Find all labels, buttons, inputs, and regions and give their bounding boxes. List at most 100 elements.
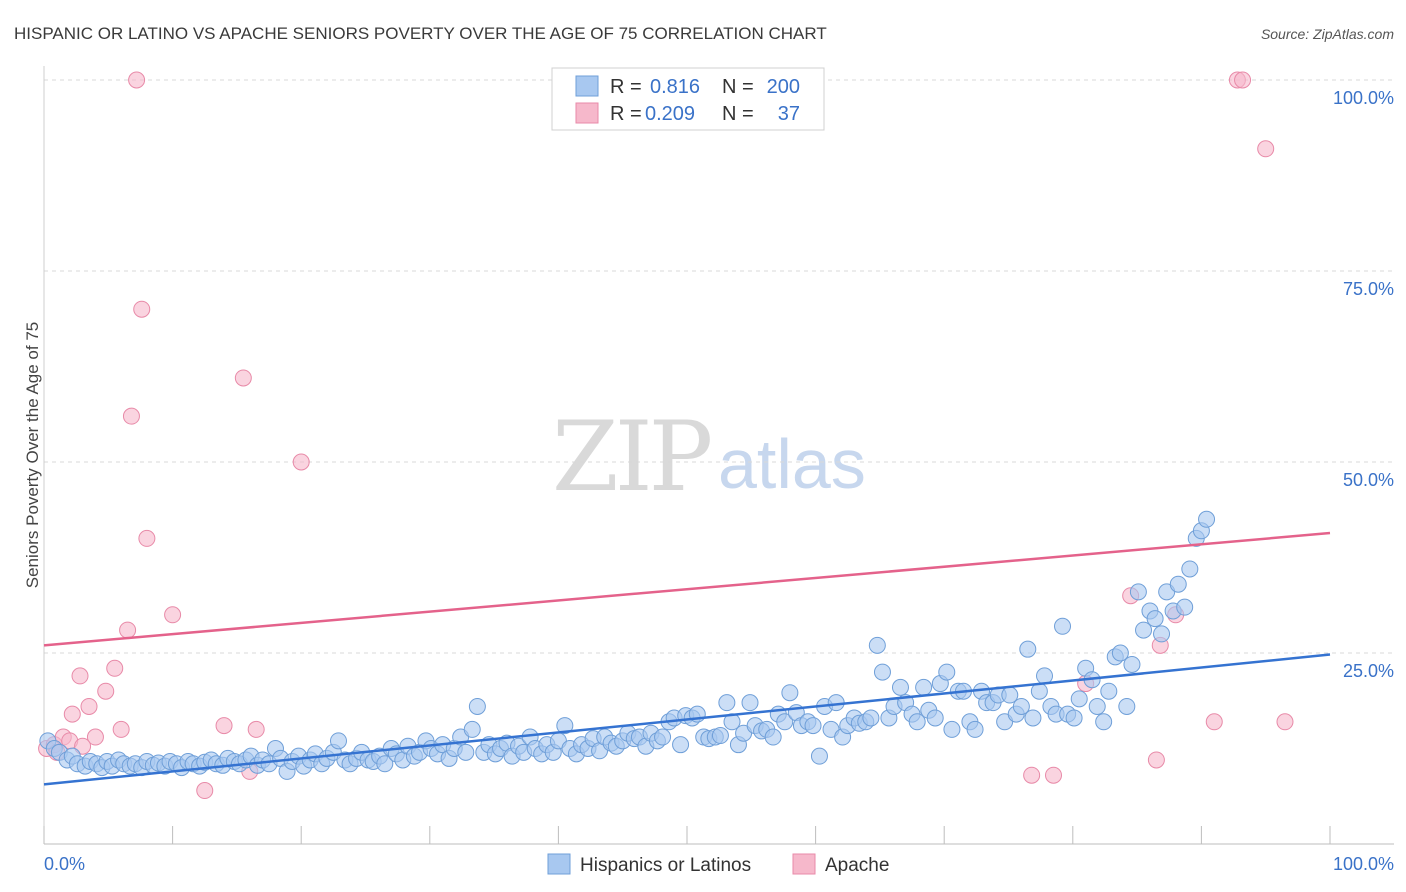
apache-point [86,728,104,746]
bottom-legend-swatch-pink [792,853,816,875]
apache-point [138,529,156,547]
hispanic-point [873,663,891,681]
apache-point [1234,71,1252,89]
apache-point [112,720,130,738]
apache-point [119,621,137,639]
hispanic-point [1146,610,1164,628]
hispanic-point [1036,667,1054,685]
hispanic-point [938,663,956,681]
apache-point [63,705,81,723]
y-tick-label: 50.0% [1343,470,1394,490]
hispanic-point [1135,621,1153,639]
hispanic-point [672,736,690,754]
y-tick-labels: 25.0% 50.0% 75.0% 100.0% [1333,88,1394,681]
hispanic-point [1019,640,1037,658]
hispanic-point [741,694,759,712]
apache-point [1205,713,1223,731]
hispanic-point [376,755,394,773]
hispanic-point [1181,560,1199,578]
legend-swatch-pink [575,102,599,124]
x-tick-label-min: 0.0% [44,854,85,874]
y-tick-label: 75.0% [1343,279,1394,299]
hispanic-point [1118,697,1136,715]
hispanic-point [556,717,574,735]
apache-trend-line [43,531,1331,647]
hispanic-point [1065,709,1083,727]
source-credit: Source: ZipAtlas.com [1261,26,1394,42]
bottom-legend-hispanics: Hispanics or Latinos [580,855,751,876]
hispanic-point [868,636,886,654]
legend-swatch-blue [575,75,599,97]
hispanic-point [654,728,672,746]
hispanic-point [1123,655,1141,673]
hispanic-point [891,678,909,696]
hispanic-point [915,678,933,696]
y-axis-label: Seniors Poverty Over the Age of 75 [23,322,42,588]
apache-point [234,369,252,387]
bottom-legend-swatch-blue [547,853,571,875]
hispanic-point [1129,583,1147,601]
apache-point [80,697,98,715]
legend-n-value-pink: 37 [778,103,800,125]
apache-point [196,782,214,800]
hispanic-point [804,717,822,735]
hispanic-point [1024,709,1042,727]
apache-point [1147,751,1165,769]
legend-n-value-blue: 200 [767,76,800,98]
hispanic-point [781,684,799,702]
hispanic-point [764,728,782,746]
legend-n-label-blue: N = [722,76,754,98]
hispanic-point [1111,644,1129,662]
hispanic-point [1070,690,1088,708]
legend-r-value-pink: 0.209 [645,103,695,125]
hispanic-point [457,743,475,761]
apache-point [71,667,89,685]
hispanic-point [1100,682,1118,700]
apache-point [1045,766,1063,784]
legend-r-value-blue: 0.816 [650,76,700,98]
hispanic-points [39,510,1216,780]
series-legend: Hispanics or Latinos Apache [547,853,889,876]
watermark-atlas: atlas [718,425,866,503]
apache-point [164,606,182,624]
hispanic-point [966,720,984,738]
apache-point [74,737,92,755]
apache-point [97,682,115,700]
legend-n-label-pink: N = [722,103,754,125]
hispanic-point [1153,625,1171,643]
legend-r-label-blue: R = [610,76,642,98]
hispanic-point [468,697,486,715]
trend-lines [43,531,1331,786]
correlation-legend: R = 0.816 N = 200 R = 0.209 N = 37 [551,67,825,131]
chart-title: HISPANIC OR LATINO VS APACHE SENIORS POV… [14,24,827,43]
hispanic-point [862,709,880,727]
y-tick-label: 100.0% [1333,88,1394,108]
hispanic-point [1054,617,1072,635]
watermark-zip: ZIP [552,401,711,513]
hispanic-point [943,720,961,738]
apache-point [122,407,140,425]
hispanic-point [1095,713,1113,731]
hispanic-point [1198,510,1216,528]
apache-point [133,300,151,318]
hispanic-point [776,713,794,731]
y-tick-label: 25.0% [1343,661,1394,681]
apache-point [247,720,265,738]
apache-point [292,453,310,471]
hispanic-point [718,694,736,712]
apache-point [1257,140,1275,158]
hispanic-point [908,713,926,731]
apache-point [106,659,124,677]
hispanic-point [926,709,944,727]
hispanic-point [1088,697,1106,715]
hispanic-point [329,732,347,750]
apache-point [1023,766,1041,784]
x-tick-label-max: 100.0% [1333,854,1394,874]
hispanic-point [1176,598,1194,616]
hispanic-point [1169,575,1187,593]
hispanic-trend-line [43,653,1331,786]
apache-point [1276,713,1294,731]
legend-r-label-pink: R = [610,103,642,125]
apache-point [128,71,146,89]
